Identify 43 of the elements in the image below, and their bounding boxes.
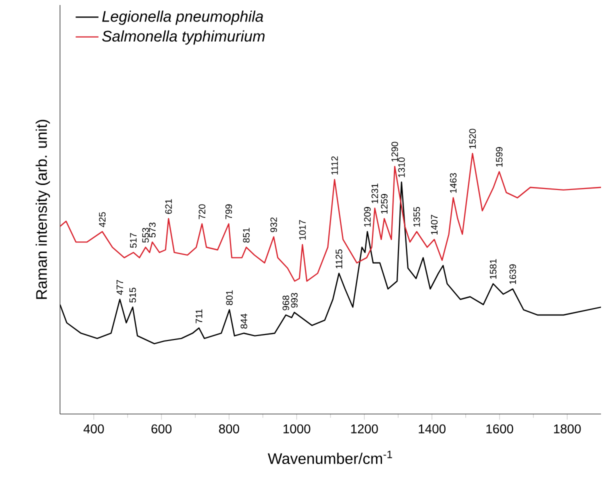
annotation: 1581 xyxy=(490,259,496,279)
annotation: 851 xyxy=(243,228,250,243)
annotation: 1112 xyxy=(331,156,338,175)
y-axis-title: Raman intensity (arb. unit) xyxy=(36,120,50,299)
annotation: 1520 xyxy=(469,128,476,149)
annotation: 1463 xyxy=(450,173,457,193)
annotation: 1407 xyxy=(431,214,438,234)
x-tick-label: 1600 xyxy=(486,424,514,434)
annotation: 799 xyxy=(225,204,232,220)
annotation: 1125 xyxy=(336,249,342,268)
annotation: 477 xyxy=(116,280,124,295)
legend-label: Salmonella typhimurium xyxy=(102,30,265,45)
annotation: 621 xyxy=(165,199,172,214)
annotation: 1599 xyxy=(496,147,503,167)
annotation: 1355 xyxy=(413,207,420,227)
annotation: 1017 xyxy=(299,220,306,240)
annotation: 553 xyxy=(142,228,149,243)
annotation: 711 xyxy=(196,309,202,324)
annotation: 517 xyxy=(130,233,137,248)
annotation: 425 xyxy=(98,212,106,228)
x-tick-label: 1400 xyxy=(418,424,446,434)
legend-label: Legionella pneumophila xyxy=(102,10,264,25)
x-tick-label: 1800 xyxy=(554,424,581,434)
annotation: 844 xyxy=(240,314,248,329)
x-tick-label: 600 xyxy=(152,424,172,434)
annotation: 573 xyxy=(149,222,156,238)
annotation: 1259 xyxy=(380,194,388,214)
annotation: 1231 xyxy=(372,184,378,204)
annotation: 801 xyxy=(226,290,233,306)
annotation: 515 xyxy=(129,288,136,303)
annotation: 1639 xyxy=(509,264,516,284)
x-tick-label: 400 xyxy=(84,424,104,434)
x-tick-label: 1000 xyxy=(284,424,310,434)
x-tick-label: 800 xyxy=(219,424,240,434)
annotation: 1209 xyxy=(364,207,371,227)
annotation: 993 xyxy=(291,292,298,308)
annotation: 932 xyxy=(270,217,277,232)
annotation: 1310 xyxy=(398,157,405,178)
annotation: 1290 xyxy=(391,142,398,162)
annotation: 968 xyxy=(282,296,290,310)
annotation: 720 xyxy=(198,204,206,220)
x-axis-title: Wavenumber/cm$^{-1}$ xyxy=(268,450,392,464)
x-tick-label: 1200 xyxy=(351,424,378,434)
